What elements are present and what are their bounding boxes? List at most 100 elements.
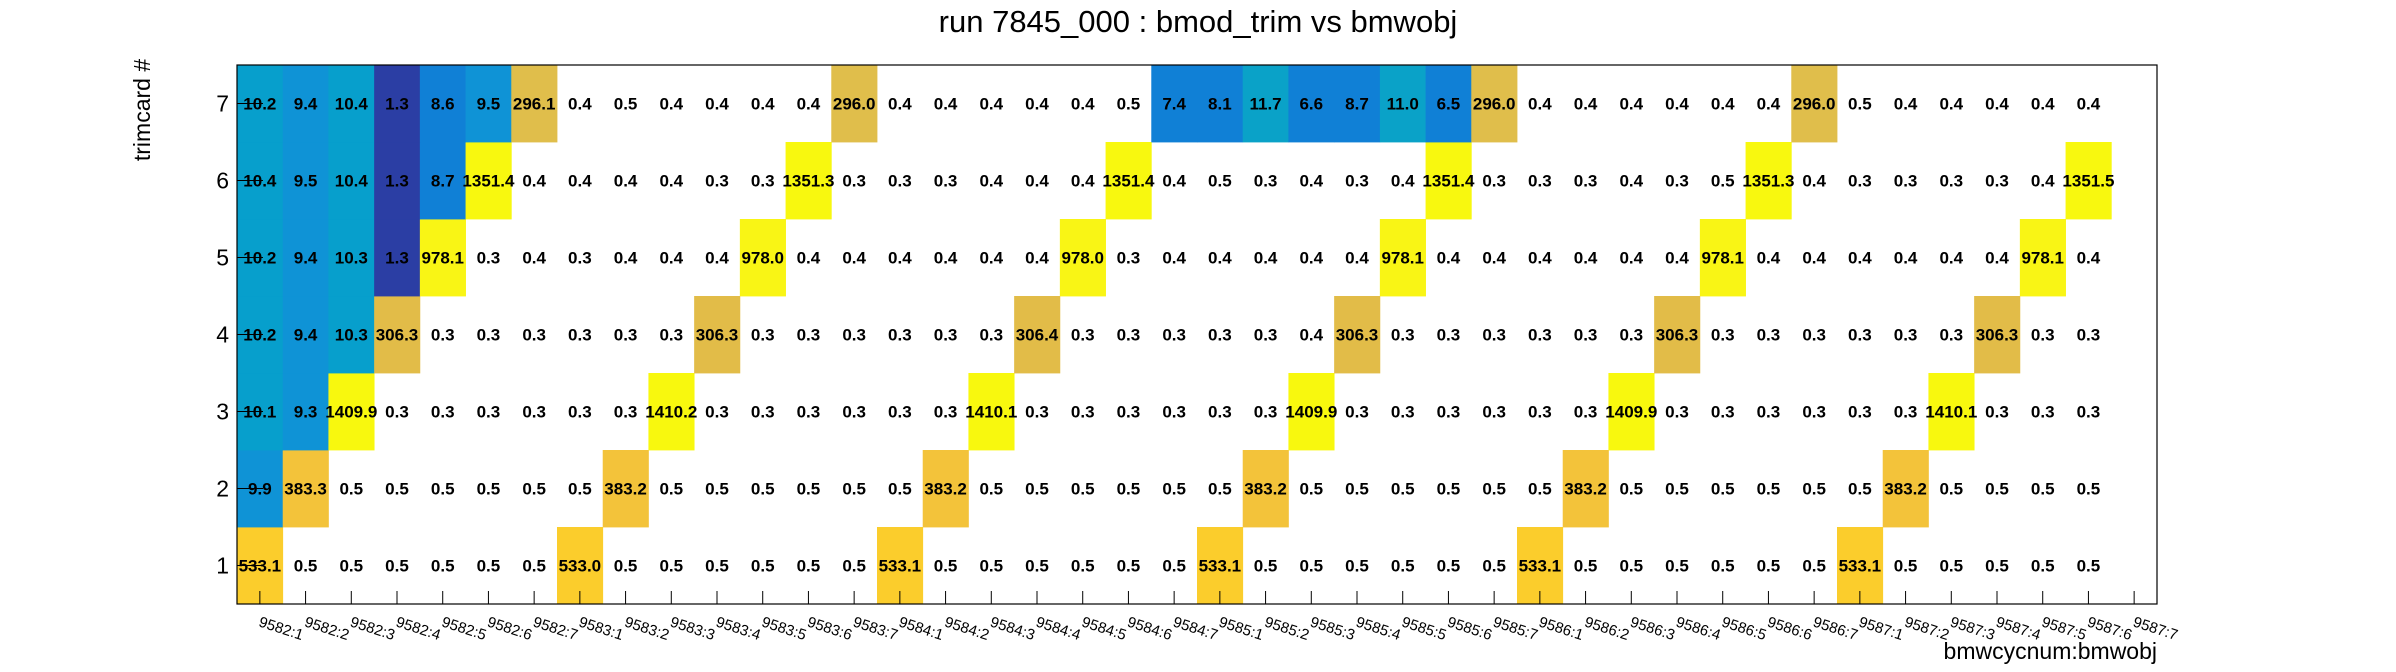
heatmap-cell [1608, 373, 1655, 451]
cell-value-label: 0.5 [751, 480, 775, 499]
cell-value-label: 0.3 [1345, 403, 1369, 422]
cell-value-label: 0.3 [705, 172, 729, 191]
cell-value-label: 0.5 [979, 480, 1003, 499]
cell-value-label: 0.3 [2077, 326, 2101, 345]
heatmap-cell [282, 296, 329, 374]
cell-value-label: 533.0 [559, 557, 602, 576]
cell-value-label: 0.3 [751, 172, 775, 191]
heatmap-cell [282, 373, 329, 451]
cell-value-label: 0.5 [1117, 480, 1141, 499]
x-tick-label: 9585:5 [1399, 614, 1448, 644]
cell-value-label: 0.3 [1665, 172, 1689, 191]
cell-value-label: 6.5 [1437, 95, 1461, 114]
cell-value-label: 0.4 [1665, 95, 1689, 114]
cell-value-label: 9.4 [294, 326, 318, 345]
cell-value-label: 1409.9 [1285, 403, 1337, 422]
cell-value-label: 0.3 [1985, 172, 2009, 191]
x-tick-label: 9583:6 [805, 614, 854, 644]
cell-value-label: 0.4 [1528, 249, 1552, 268]
cell-value-label: 0.5 [431, 480, 455, 499]
cell-value-label: 0.3 [888, 326, 912, 345]
heatmap-cell [282, 450, 329, 528]
heatmap-cell [1197, 65, 1244, 143]
cell-value-label: 0.5 [1025, 557, 1049, 576]
cell-value-label: 0.5 [1345, 557, 1369, 576]
cell-value-label: 533.1 [1839, 557, 1882, 576]
cell-value-label: 0.3 [2077, 403, 2101, 422]
cell-value-label: 0.5 [1939, 480, 1963, 499]
heatmap-cell [648, 373, 695, 451]
cell-value-label: 0.3 [1848, 172, 1872, 191]
cell-value-label: 296.0 [833, 95, 876, 114]
cell-value-label: 0.3 [1619, 326, 1643, 345]
cell-value-label: 0.3 [934, 403, 958, 422]
cell-value-label: 0.3 [1345, 172, 1369, 191]
cell-value-label: 10.3 [335, 249, 368, 268]
heatmap-cell [374, 142, 421, 220]
cell-value-label: 296.0 [1793, 95, 1836, 114]
y-tick-label: 7 [216, 91, 229, 117]
cell-value-label: 0.5 [1802, 557, 1826, 576]
cell-value-label: 0.5 [522, 480, 546, 499]
cell-value-label: 0.4 [659, 172, 683, 191]
cell-value-label: 0.3 [1574, 326, 1598, 345]
cell-value-label: 0.5 [659, 480, 683, 499]
heatmap-cell [1562, 450, 1609, 528]
y-tick-label: 5 [216, 245, 229, 271]
cell-value-label: 0.5 [477, 557, 501, 576]
cell-value-label: 0.4 [705, 249, 729, 268]
cell-value-label: 0.5 [1665, 480, 1689, 499]
cell-value-label: 533.1 [1519, 557, 1562, 576]
x-tick-label: 9582:3 [348, 614, 397, 644]
cell-value-label: 0.5 [1162, 480, 1186, 499]
cell-value-label: 0.3 [1437, 326, 1461, 345]
heatmap-cell [374, 219, 421, 297]
y-tick-label: 3 [216, 399, 229, 425]
cell-value-label: 0.3 [385, 403, 409, 422]
heatmap-cell [1288, 65, 1335, 143]
cell-value-label: 9.5 [294, 172, 318, 191]
heatmap-cell [1059, 219, 1106, 297]
cell-value-label: 0.5 [1437, 480, 1461, 499]
cell-value-label: 0.3 [888, 403, 912, 422]
cell-value-label: 0.4 [1619, 249, 1643, 268]
cell-value-label: 1410.1 [965, 403, 1017, 422]
cell-value-label: 0.3 [1071, 326, 1095, 345]
cell-value-label: 0.3 [1482, 172, 1506, 191]
x-tick-label: 9583:1 [577, 614, 626, 644]
cell-value-label: 10.3 [335, 326, 368, 345]
cell-value-label: 0.4 [614, 249, 638, 268]
cell-value-label: 978.1 [2021, 249, 2064, 268]
cell-value-label: 8.7 [431, 172, 455, 191]
heatmap-cell [1425, 142, 1472, 220]
heatmap-cell [328, 373, 375, 451]
cell-value-label: 0.3 [1894, 326, 1918, 345]
heatmap-cell [1151, 65, 1198, 143]
cell-value-label: 0.3 [522, 403, 546, 422]
cell-value-label: 0.5 [1254, 557, 1278, 576]
x-tick-label: 9582:7 [531, 614, 580, 644]
cell-value-label: 11.0 [1387, 95, 1419, 114]
heatmap-cell [785, 142, 832, 220]
cell-value-label: 0.5 [2077, 480, 2101, 499]
cell-value-label: 0.4 [1025, 172, 1049, 191]
heatmap-cell [1425, 65, 1472, 143]
heatmap-cell [465, 65, 512, 143]
cell-value-label: 0.3 [1482, 326, 1506, 345]
cell-value-label: 0.3 [477, 326, 501, 345]
cell-value-label: 0.3 [1939, 326, 1963, 345]
cell-value-label: 0.5 [1757, 480, 1781, 499]
x-tick-label: 9584:1 [897, 614, 946, 644]
cell-value-label: 0.4 [888, 95, 912, 114]
cell-value-label: 0.5 [1391, 480, 1415, 499]
cell-value-label: 0.5 [1437, 557, 1461, 576]
heatmap-cell [419, 65, 466, 143]
cell-value-label: 0.4 [1025, 95, 1049, 114]
cell-value-label: 383.2 [604, 480, 647, 499]
x-tick-label: 9584:3 [988, 614, 1037, 644]
cell-value-label: 0.4 [1025, 249, 1049, 268]
chart-title: run 7845_000 : bmod_trim vs bmwobj [939, 4, 1458, 39]
cell-value-label: 383.2 [1884, 480, 1927, 499]
cell-value-label: 0.5 [522, 557, 546, 576]
cell-value-label: 0.5 [1208, 172, 1232, 191]
